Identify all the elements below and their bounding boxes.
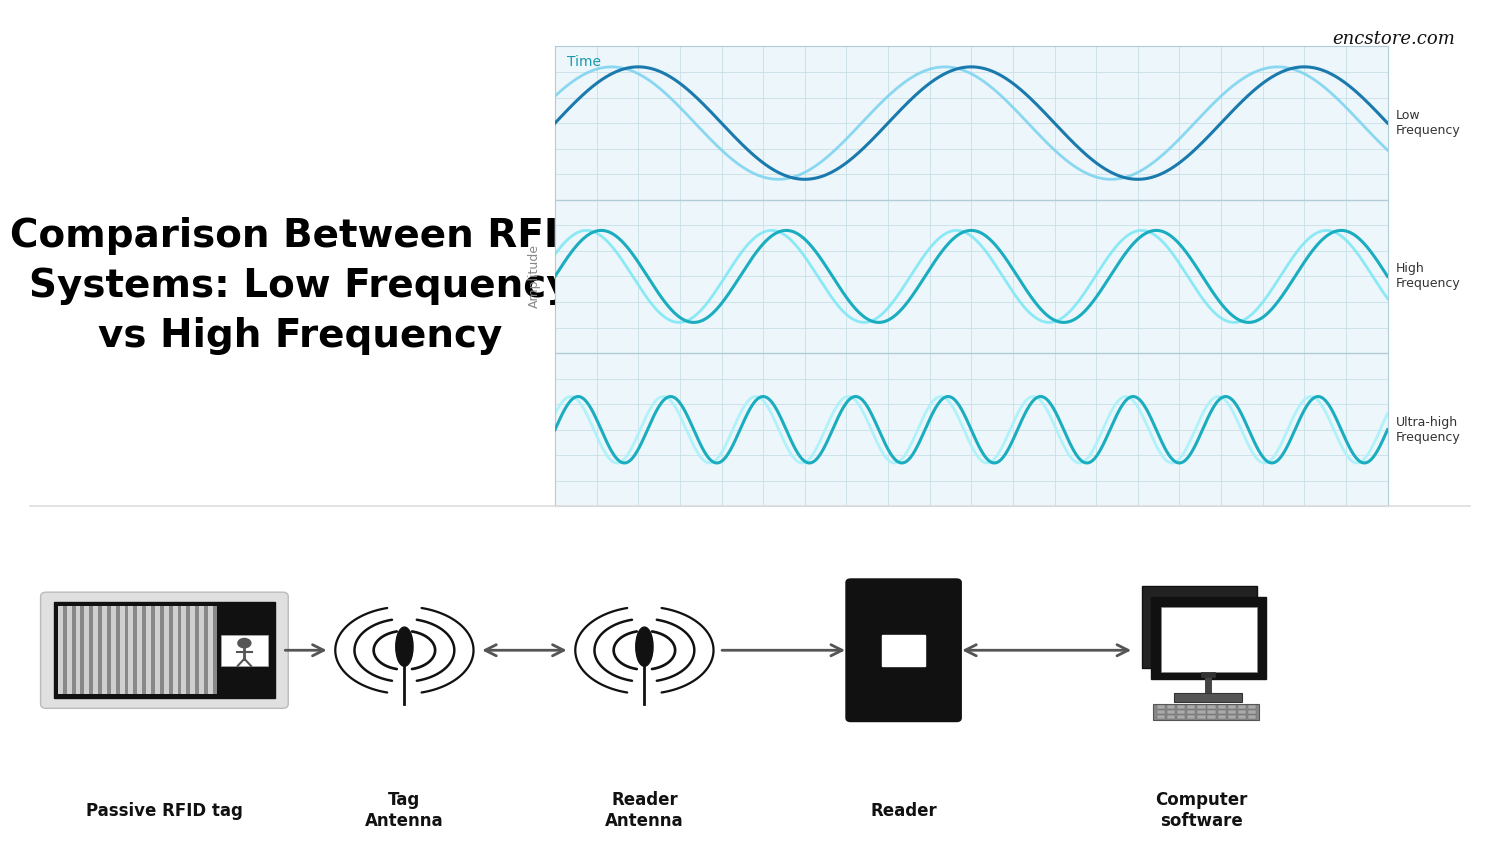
Bar xyxy=(146,607,152,694)
Bar xyxy=(84,607,88,694)
Ellipse shape xyxy=(396,627,412,666)
Bar xyxy=(1238,710,1246,714)
Bar xyxy=(1197,706,1206,709)
Bar xyxy=(1178,710,1185,714)
Text: Reader: Reader xyxy=(870,802,938,820)
Bar xyxy=(220,635,268,666)
Bar xyxy=(1248,706,1256,709)
Bar xyxy=(1174,693,1242,701)
Bar xyxy=(129,607,134,694)
Bar xyxy=(1188,706,1196,709)
Bar xyxy=(1154,705,1258,720)
Bar xyxy=(1167,710,1176,714)
Bar xyxy=(1248,715,1256,719)
Text: Reader
Antenna: Reader Antenna xyxy=(604,791,684,830)
Text: Tag
Antenna: Tag Antenna xyxy=(364,791,444,830)
Bar xyxy=(1197,715,1206,719)
Bar xyxy=(54,602,274,698)
Bar xyxy=(1156,710,1166,714)
Bar xyxy=(882,635,924,666)
Bar xyxy=(1208,706,1215,709)
Bar xyxy=(93,607,98,694)
Bar xyxy=(102,607,106,694)
Bar xyxy=(1238,706,1246,709)
Bar xyxy=(66,607,72,694)
Bar xyxy=(1178,715,1185,719)
Bar xyxy=(75,607,81,694)
Text: High
Frequency: High Frequency xyxy=(1396,262,1461,290)
Bar xyxy=(1167,706,1176,709)
FancyBboxPatch shape xyxy=(40,592,288,708)
Text: Comparison Between RFID
Systems: Low Frequency
vs High Frequency: Comparison Between RFID Systems: Low Fre… xyxy=(9,217,591,355)
Bar xyxy=(1218,710,1225,714)
Bar xyxy=(1208,715,1215,719)
Bar xyxy=(138,607,142,694)
Bar xyxy=(1248,710,1256,714)
Bar xyxy=(1152,597,1266,679)
Bar xyxy=(1227,710,1236,714)
Text: Passive RFID tag: Passive RFID tag xyxy=(86,802,243,820)
Bar xyxy=(1227,706,1236,709)
Text: Computer
software: Computer software xyxy=(1155,791,1248,830)
Bar xyxy=(1218,715,1225,719)
Bar xyxy=(209,607,213,694)
Circle shape xyxy=(237,638,252,648)
Bar xyxy=(172,607,177,694)
Bar xyxy=(120,607,124,694)
Bar xyxy=(58,607,217,694)
Bar xyxy=(1202,672,1215,677)
Bar xyxy=(1156,715,1166,719)
Bar xyxy=(1218,706,1225,709)
Text: Time: Time xyxy=(567,55,602,68)
Text: Low
Frequency: Low Frequency xyxy=(1396,109,1461,137)
Bar xyxy=(200,607,204,694)
Text: Amplitude: Amplitude xyxy=(528,245,540,308)
Bar xyxy=(1208,710,1215,714)
Bar xyxy=(1142,586,1257,668)
Bar xyxy=(154,607,160,694)
Bar xyxy=(111,607,116,694)
Text: encstore.com: encstore.com xyxy=(1332,30,1455,47)
Ellipse shape xyxy=(636,627,652,666)
Bar xyxy=(1161,608,1257,672)
Bar xyxy=(1188,710,1196,714)
Text: Ultra-high
Frequency: Ultra-high Frequency xyxy=(1396,416,1461,444)
Bar xyxy=(1227,715,1236,719)
Bar xyxy=(58,607,63,694)
Bar xyxy=(1238,715,1246,719)
FancyBboxPatch shape xyxy=(846,579,962,722)
Bar xyxy=(164,607,168,694)
Bar xyxy=(1197,710,1206,714)
Bar xyxy=(1178,706,1185,709)
Bar xyxy=(190,607,195,694)
Bar xyxy=(182,607,186,694)
Bar xyxy=(1188,715,1196,719)
Bar xyxy=(1167,715,1176,719)
Bar xyxy=(1156,706,1166,709)
